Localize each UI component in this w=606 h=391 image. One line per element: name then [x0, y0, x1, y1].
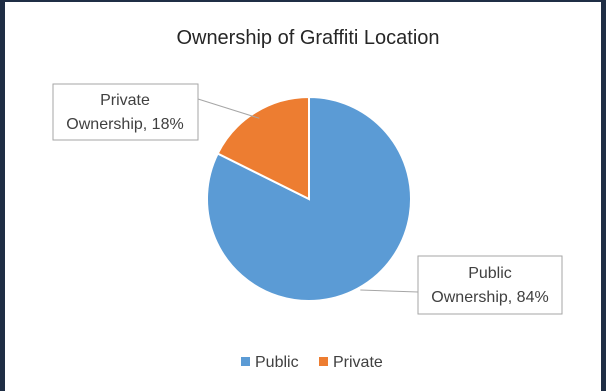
data-label-public-line2: Ownership, 84% [431, 289, 548, 306]
legend-label-public: Public [255, 354, 299, 371]
leader-line-private [197, 98, 260, 119]
chart-area: Ownership of Graffiti Location Public Ow… [5, 2, 601, 391]
pie-slices [206, 95, 412, 302]
legend-swatch-private [319, 357, 328, 366]
data-label-private: Private Ownership, 18% [52, 83, 199, 141]
leader-line-public [360, 289, 419, 293]
leader-lines [197, 98, 419, 293]
chart-title: Ownership of Graffiti Location [176, 27, 439, 49]
legend-label-private: Private [333, 354, 383, 371]
data-label-private-line1: Private [100, 92, 150, 109]
pie-chart: Ownership of Graffiti Location Public Ow… [52, 27, 563, 371]
pie-slice-private [216, 95, 310, 201]
data-label-public-line1: Public [468, 265, 512, 282]
legend-swatch-public [241, 357, 250, 366]
legend: Public Private [241, 354, 383, 371]
data-label-private-line2: Ownership, 18% [66, 116, 183, 133]
data-label-public: Public Ownership, 84% [417, 255, 563, 315]
